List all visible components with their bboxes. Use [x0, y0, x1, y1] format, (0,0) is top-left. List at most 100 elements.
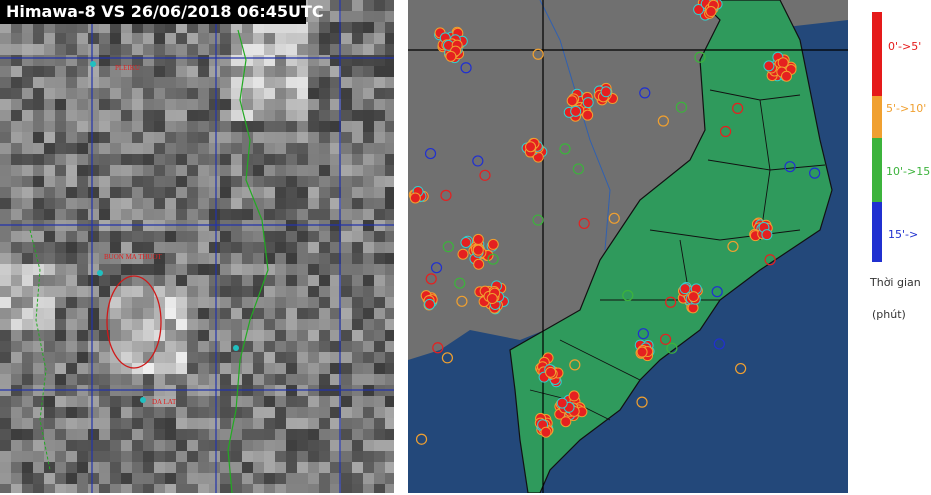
strike — [582, 97, 594, 109]
cloud-pixel — [319, 319, 330, 330]
cloud-pixel — [187, 66, 198, 77]
cloud-pixel — [352, 429, 363, 440]
cloud-pixel — [33, 110, 44, 121]
cloud-pixel — [165, 154, 176, 165]
cloud-pixel — [110, 374, 121, 385]
cloud-pixel — [22, 110, 33, 121]
cloud-pixel — [341, 165, 352, 176]
cloud-pixel — [308, 429, 319, 440]
legend-label: 0'->5' — [888, 40, 921, 53]
strike-marker — [432, 342, 444, 354]
cloud-pixel — [176, 66, 187, 77]
cloud-pixel — [33, 308, 44, 319]
cloud-pixel — [286, 396, 297, 407]
cloud-pixel — [176, 44, 187, 55]
cloud-pixel — [176, 99, 187, 110]
strike — [424, 298, 436, 310]
cloud-pixel — [308, 484, 319, 493]
cloud-pixel — [209, 374, 220, 385]
cloud-pixel — [44, 330, 55, 341]
cloud-pixel — [308, 44, 319, 55]
cloud-pixel — [352, 319, 363, 330]
cloud-pixel — [154, 429, 165, 440]
cloud-pixel — [187, 396, 198, 407]
cloud-pixel — [231, 198, 242, 209]
cloud-pixel — [165, 462, 176, 473]
cloud-pixel — [220, 451, 231, 462]
cloud-pixel — [55, 110, 66, 121]
strike — [472, 244, 484, 256]
cloud-pixel — [286, 429, 297, 440]
satellite-title: Himawa-8 VS 26/06/2018 06:45UTC — [6, 2, 324, 21]
cloud-pixel — [176, 209, 187, 220]
cloud-pixel — [187, 77, 198, 88]
cloud-pixel — [275, 418, 286, 429]
cloud-pixel — [264, 473, 275, 484]
cloud-pixel — [198, 165, 209, 176]
cloud-pixel — [352, 253, 363, 264]
cloud-pixel — [209, 286, 220, 297]
cloud-pixel — [176, 88, 187, 99]
cloud-pixel — [66, 44, 77, 55]
cloud-pixel — [11, 176, 22, 187]
cloud-pixel — [22, 77, 33, 88]
cloud-pixel — [275, 473, 286, 484]
cloud-pixel — [44, 132, 55, 143]
cloud-pixel — [319, 396, 330, 407]
strike-marker — [415, 433, 428, 445]
cloud-pixel — [264, 352, 275, 363]
cloud-pixel — [99, 176, 110, 187]
cloud-pixel — [154, 198, 165, 209]
cloud-pixel — [187, 484, 198, 493]
cloud-pixel — [88, 286, 99, 297]
cloud-pixel — [253, 264, 264, 275]
cloud-pixel — [253, 330, 264, 341]
cloud-pixel — [209, 451, 220, 462]
cloud-pixel — [132, 473, 143, 484]
cloud-pixel — [330, 407, 341, 418]
cloud-pixel — [231, 462, 242, 473]
cloud-pixel — [0, 297, 11, 308]
cloud-pixel — [22, 154, 33, 165]
cloud-pixel — [341, 308, 352, 319]
cloud-pixel — [143, 209, 154, 220]
cloud-pixel — [121, 132, 132, 143]
cloud-pixel — [220, 418, 231, 429]
cloud-pixel — [363, 429, 374, 440]
cloud-pixel — [66, 297, 77, 308]
cloud-pixel — [55, 99, 66, 110]
cloud-pixel — [308, 154, 319, 165]
cloud-pixel — [286, 286, 297, 297]
cloud-pixel — [198, 66, 209, 77]
cloud-pixel — [0, 187, 11, 198]
cloud-pixel — [88, 253, 99, 264]
cloud-pixel — [198, 418, 209, 429]
cloud-pixel — [99, 308, 110, 319]
cloud-pixel — [0, 231, 11, 242]
cloud-pixel — [209, 33, 220, 44]
cloud-pixel — [275, 77, 286, 88]
cloud-pixel — [165, 143, 176, 154]
cloud-pixel — [66, 132, 77, 143]
cloud-pixel — [11, 253, 22, 264]
cloud-pixel — [176, 275, 187, 286]
cloud-pixel — [88, 374, 99, 385]
cloud-pixel — [99, 44, 110, 55]
cloud-pixel — [165, 429, 176, 440]
cloud-pixel — [187, 297, 198, 308]
cloud-pixel — [341, 352, 352, 363]
cloud-pixel — [11, 297, 22, 308]
cloud-pixel — [176, 308, 187, 319]
cloud-pixel — [22, 22, 33, 33]
cloud-pixel — [77, 121, 88, 132]
cloud-pixel — [319, 352, 330, 363]
cloud-pixel — [220, 253, 231, 264]
cloud-pixel — [286, 451, 297, 462]
cloud-pixel — [330, 330, 341, 341]
cloud-pixel — [308, 176, 319, 187]
cloud-pixel — [209, 99, 220, 110]
cloud-pixel — [187, 143, 198, 154]
cloud-pixel — [121, 352, 132, 363]
cloud-pixel — [110, 165, 121, 176]
cloud-pixel — [220, 374, 231, 385]
